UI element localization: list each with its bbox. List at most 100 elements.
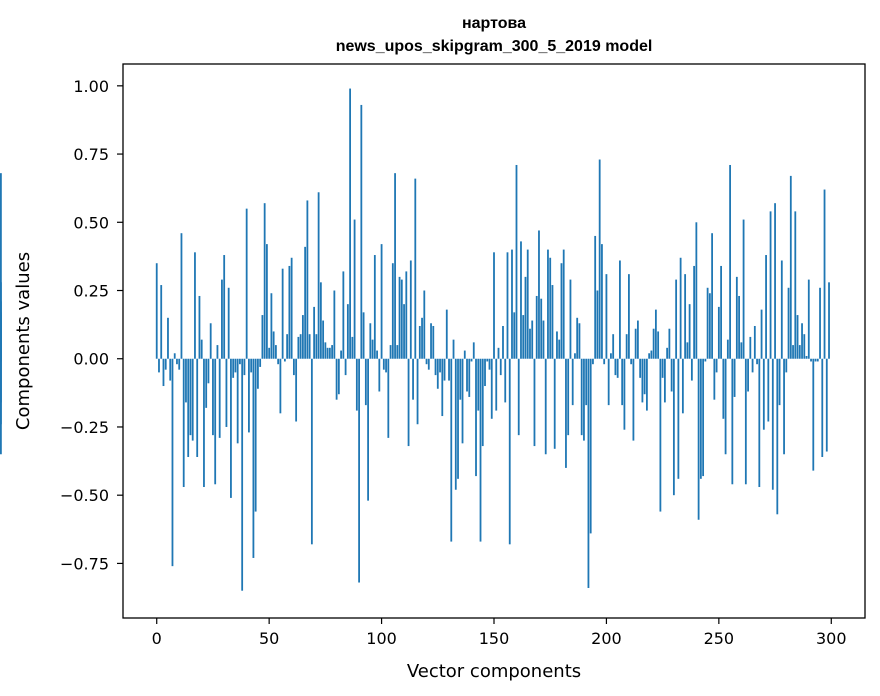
- bar: [556, 331, 558, 359]
- bar: [740, 342, 743, 359]
- bar: [194, 252, 196, 359]
- bar: [407, 358, 410, 447]
- bar: [216, 345, 219, 359]
- bar: [0, 358, 2, 362]
- x-tick-label: 100: [366, 629, 397, 648]
- y-tick-label: −0.25: [60, 418, 109, 437]
- bar: [328, 347, 331, 359]
- bar: [225, 358, 228, 427]
- bar: [668, 328, 671, 359]
- bar: [789, 175, 792, 359]
- bar: [463, 350, 466, 359]
- bar: [185, 358, 187, 403]
- bar: [344, 358, 347, 376]
- bar: [277, 358, 280, 365]
- bar: [522, 315, 525, 359]
- bar: [425, 358, 428, 365]
- bar: [324, 342, 327, 359]
- bar: [257, 358, 259, 389]
- bar: [461, 358, 464, 444]
- bar: [637, 320, 639, 359]
- bar: [771, 358, 774, 490]
- bar: [164, 358, 167, 370]
- bar: [652, 328, 655, 359]
- bar: [243, 358, 246, 376]
- bar: [459, 358, 462, 400]
- y-tick-label: 0.00: [73, 350, 109, 369]
- bar: [751, 358, 754, 373]
- bar: [221, 279, 223, 359]
- bar: [639, 358, 642, 378]
- bar: [792, 345, 794, 359]
- bar: [744, 358, 747, 485]
- bar: [331, 345, 334, 359]
- bar: [468, 358, 471, 397]
- bar: [598, 159, 601, 359]
- bar: [207, 358, 210, 384]
- bar: [760, 309, 763, 359]
- bar: [477, 358, 480, 411]
- bar: [234, 358, 237, 373]
- bar: [758, 358, 761, 488]
- bar: [490, 358, 493, 419]
- bar: [488, 358, 491, 370]
- bar: [333, 290, 336, 359]
- bar: [254, 358, 257, 512]
- x-axis-ticks: 0 50 100 150 200 250 300: [152, 618, 847, 648]
- bar: [430, 323, 432, 359]
- bar: [783, 358, 785, 455]
- bar: [358, 358, 360, 583]
- y-tick-label: 0.25: [73, 282, 109, 301]
- bar: [497, 347, 500, 359]
- bar: [605, 274, 608, 359]
- bar: [574, 353, 576, 359]
- bar: [178, 358, 181, 370]
- bar: [810, 358, 812, 362]
- bar: [470, 358, 473, 362]
- bar: [335, 358, 338, 400]
- bar: [385, 358, 387, 373]
- bar: [349, 88, 351, 359]
- bar-series: [0, 88, 830, 591]
- bar: [250, 358, 253, 373]
- bar: [337, 358, 340, 395]
- bar: [484, 358, 486, 387]
- bar: [697, 358, 700, 520]
- bar: [441, 358, 444, 417]
- bar: [583, 358, 585, 441]
- bar: [549, 257, 552, 359]
- bar: [713, 358, 716, 400]
- bar: [670, 358, 673, 392]
- bar: [603, 358, 606, 365]
- bar: [373, 255, 376, 359]
- bar: [567, 358, 570, 436]
- bar: [209, 323, 212, 359]
- bar: [292, 358, 295, 376]
- bar: [432, 325, 435, 359]
- x-tick-label: 200: [591, 629, 622, 648]
- bar: [634, 328, 637, 359]
- bar: [565, 358, 567, 468]
- bar: [283, 358, 286, 362]
- bar: [499, 358, 502, 376]
- bar: [445, 309, 448, 359]
- bar: [625, 334, 628, 359]
- bar: [306, 200, 309, 359]
- bar: [526, 249, 529, 359]
- bar: [241, 358, 244, 591]
- bar: [803, 334, 806, 359]
- bar: [742, 219, 745, 359]
- y-tick-label: 0.75: [73, 145, 109, 164]
- bar: [585, 358, 588, 406]
- bar: [821, 358, 824, 457]
- bar: [796, 315, 799, 359]
- bar: [371, 339, 374, 359]
- bar: [571, 358, 574, 406]
- bar: [160, 285, 163, 359]
- bar: [367, 358, 369, 501]
- bar: [596, 290, 599, 359]
- bar: [729, 164, 731, 359]
- bar: [268, 347, 271, 359]
- bar: [187, 358, 190, 457]
